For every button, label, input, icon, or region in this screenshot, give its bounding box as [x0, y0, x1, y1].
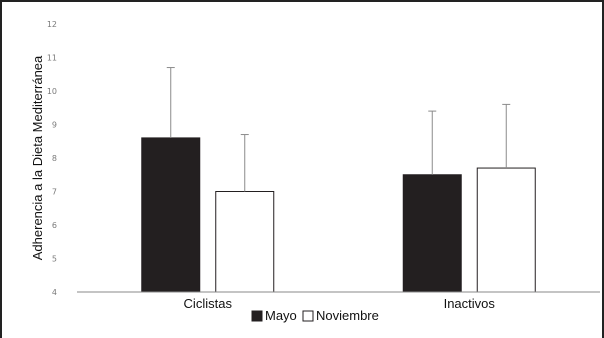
legend-swatch-mayo — [251, 310, 263, 322]
bar-mayo-ciclistas — [141, 137, 201, 293]
y-axis-title: Adherencia a la Dieta Mediterránea — [30, 55, 45, 260]
y-tick-label: 9 — [52, 121, 57, 130]
y-tick-label: 12 — [47, 20, 57, 29]
bar-noviembre-ciclistas — [215, 191, 275, 293]
legend-label-noviembre: Noviembre — [316, 308, 379, 323]
legend: Mayo Noviembre — [251, 308, 379, 323]
y-tick-label: 4 — [52, 288, 57, 297]
category-labels: Ciclistas Inactivos — [184, 296, 496, 311]
bar-mayo-inactivos — [402, 174, 462, 293]
legend-label-mayo: Mayo — [265, 308, 297, 323]
y-axis-ticks: 4 5 6 7 8 9 10 11 12 — [47, 20, 57, 297]
y-tick-label: 5 — [52, 255, 57, 264]
error-bars — [166, 67, 511, 192]
y-tick-label: 11 — [47, 54, 57, 63]
legend-swatch-noviembre — [302, 310, 314, 322]
bars — [141, 137, 536, 293]
category-label: Inactivos — [444, 296, 496, 311]
bar-noviembre-inactivos — [476, 167, 536, 293]
y-tick-label: 6 — [52, 221, 57, 230]
category-label: Ciclistas — [184, 296, 233, 311]
y-tick-label: 7 — [52, 188, 57, 197]
y-tick-label: 8 — [52, 154, 57, 163]
y-tick-label: 10 — [47, 87, 57, 96]
